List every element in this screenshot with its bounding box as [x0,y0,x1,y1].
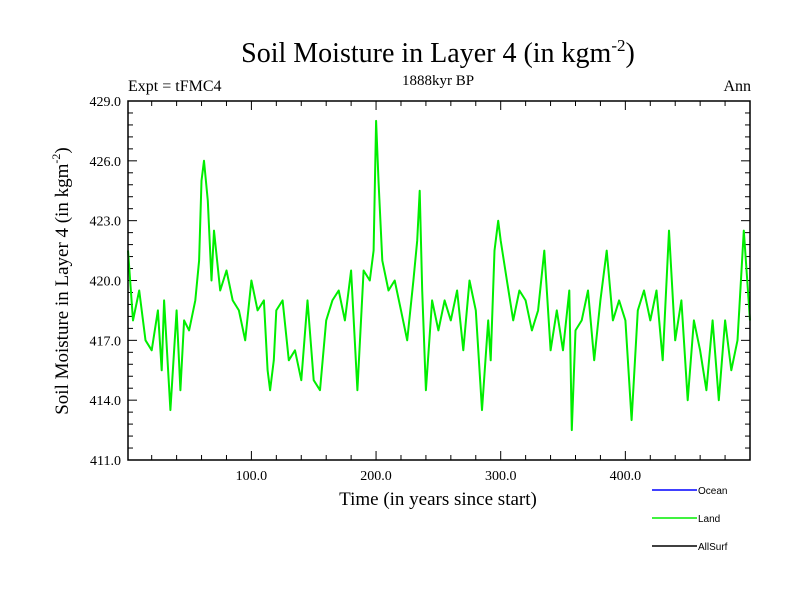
chart-title: Soil Moisture in Layer 4 (in kgm-2) [241,36,635,69]
y-tick-label: 417.0 [90,334,122,349]
y-axis-label-main: Soil Moisture in Layer 4 (in kgm [52,163,73,414]
y-tick-label: 426.0 [90,155,122,170]
legend: Ocean Land AllSurf [652,486,728,553]
x-tick-label: 400.0 [610,469,642,484]
y-tick-label: 429.0 [90,95,122,110]
x-tick-label: 200.0 [360,469,392,484]
plot-frame [127,100,751,461]
y-tick-label: 414.0 [90,394,122,409]
legend-label-land: Land [698,514,720,525]
x-tick-label: 300.0 [485,469,517,484]
series-line-land [127,119,751,432]
y-tick-label: 423.0 [90,215,122,230]
chart-title-main: Soil Moisture in Layer 4 (in kgm [241,38,611,69]
x-axis-label: Time (in years since start) [339,489,537,510]
chart-subtitle: 1888kyr BP [402,73,474,89]
y-axis-label-close: ) [52,147,73,153]
chart-title-superscript: -2 [611,36,625,55]
chart-title-close: ) [626,38,635,69]
y-tick-label: 411.0 [90,454,121,469]
svg-text:Soil Moisture in Layer 4 (in k: Soil Moisture in Layer 4 (in kgm-2) [49,147,73,415]
experiment-label: Expt = tFMC4 [128,78,221,95]
y-axis-label: Soil Moisture in Layer 4 (in kgm-2) [49,147,73,415]
x-axis-ticks: 100.0 200.0 300.0 400.0 [151,101,751,484]
season-label: Ann [723,78,751,95]
legend-label-allsurf: AllSurf [698,542,728,553]
legend-label-ocean: Ocean [698,486,727,497]
y-axis-label-superscript: -2 [49,154,63,164]
y-tick-label: 420.0 [90,275,122,290]
x-tick-label: 100.0 [236,469,268,484]
y-axis-ticks: 411.0 414.0 417.0 420.0 423.0 426.0 429.0 [90,95,750,469]
